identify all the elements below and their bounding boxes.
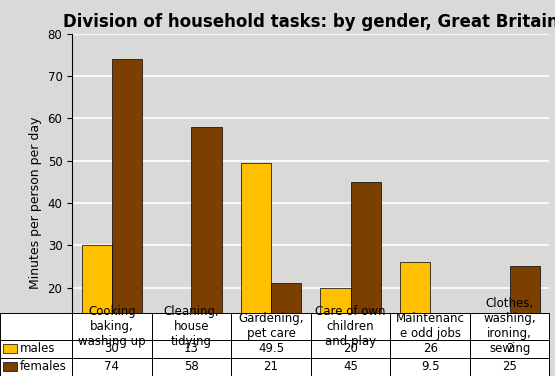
Text: Gardening,
pet care: Gardening, pet care xyxy=(238,312,304,340)
Bar xyxy=(470,358,549,376)
Bar xyxy=(231,358,311,376)
Text: 2: 2 xyxy=(506,342,513,355)
Text: Care of own
children
and play: Care of own children and play xyxy=(315,305,386,348)
Text: females: females xyxy=(19,361,66,373)
Bar xyxy=(152,313,231,340)
Bar xyxy=(480,364,509,372)
Text: 49.5: 49.5 xyxy=(258,342,284,355)
Bar xyxy=(72,313,152,340)
Bar xyxy=(72,340,152,358)
Bar xyxy=(191,127,221,372)
Bar xyxy=(152,358,231,376)
Bar xyxy=(400,262,430,372)
Text: 9.5: 9.5 xyxy=(421,361,440,373)
Bar xyxy=(271,284,301,372)
Y-axis label: Minutes per person per day: Minutes per person per day xyxy=(29,117,42,289)
Text: 20: 20 xyxy=(343,342,358,355)
Text: Cooking
baking,
washing up: Cooking baking, washing up xyxy=(78,305,146,348)
Bar xyxy=(231,340,311,358)
Bar xyxy=(390,358,470,376)
Bar xyxy=(509,267,540,372)
Bar xyxy=(430,332,460,372)
Text: Clothes,
washing,
ironing,
sewing: Clothes, washing, ironing, sewing xyxy=(483,297,536,355)
Bar xyxy=(311,313,390,340)
Text: 58: 58 xyxy=(184,361,199,373)
Bar xyxy=(3,344,17,353)
Bar xyxy=(82,246,112,372)
Bar xyxy=(311,340,390,358)
Bar xyxy=(112,59,142,372)
Bar xyxy=(241,163,271,372)
Bar xyxy=(390,340,470,358)
Bar xyxy=(470,340,549,358)
Bar xyxy=(231,313,311,340)
Text: Maintenanc
e odd jobs: Maintenanc e odd jobs xyxy=(396,312,465,340)
Bar xyxy=(351,182,381,372)
Bar xyxy=(320,288,351,372)
Bar xyxy=(152,340,231,358)
Bar xyxy=(162,317,191,372)
Text: 74: 74 xyxy=(104,361,119,373)
Text: 13: 13 xyxy=(184,342,199,355)
Text: 21: 21 xyxy=(264,361,279,373)
Bar xyxy=(390,313,470,340)
Bar xyxy=(311,358,390,376)
Title: Division of household tasks: by gender, Great Britain: Division of household tasks: by gender, … xyxy=(63,13,555,31)
Text: 30: 30 xyxy=(104,342,119,355)
Bar xyxy=(0,358,72,376)
Bar xyxy=(0,313,72,340)
Bar xyxy=(470,313,549,340)
Text: males: males xyxy=(19,342,55,355)
Text: 25: 25 xyxy=(502,361,517,373)
Bar xyxy=(3,362,17,371)
Text: Cleaning,
house
tidying: Cleaning, house tidying xyxy=(164,305,219,348)
Bar xyxy=(0,340,72,358)
Bar xyxy=(72,358,152,376)
Text: 45: 45 xyxy=(343,361,358,373)
Text: 26: 26 xyxy=(422,342,438,355)
